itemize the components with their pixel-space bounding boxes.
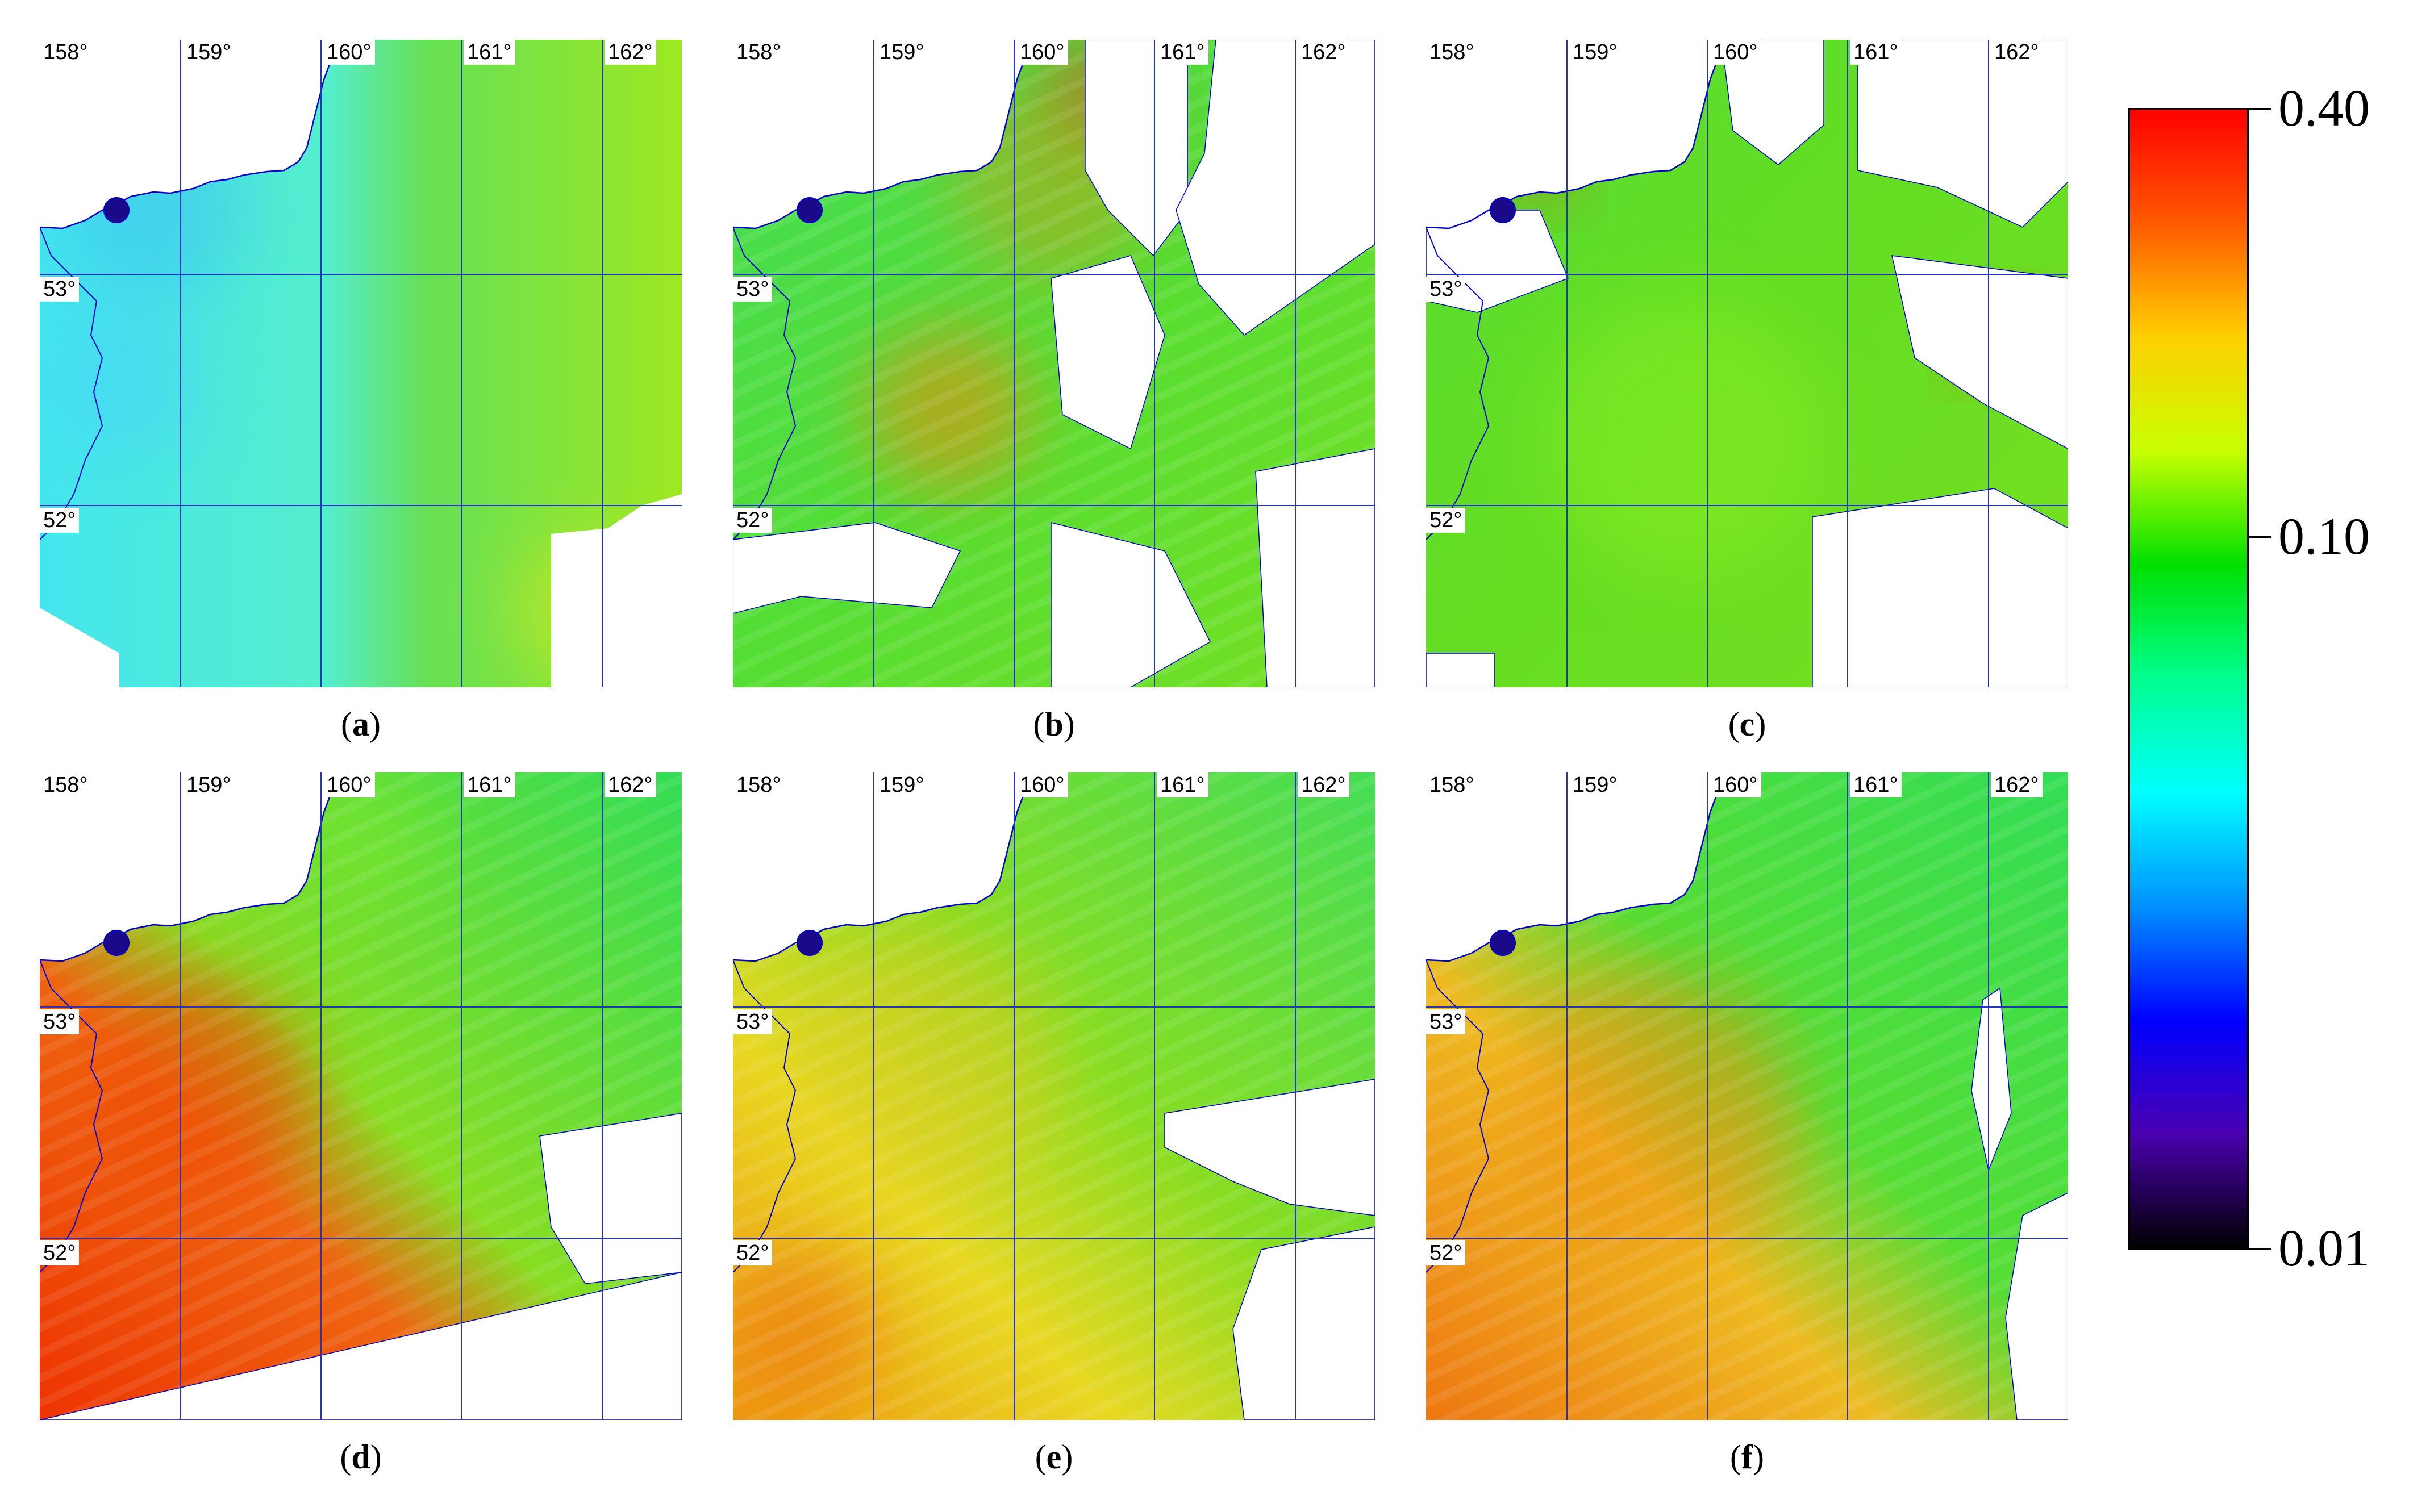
- longitude-label: 161°: [464, 40, 515, 65]
- cloud-gap: [1176, 40, 1375, 336]
- map-panel-f: 158° 159° 160° 161° 162° 53° 52°: [1426, 772, 2068, 1420]
- map-panel-b: 158° 159° 160° 161° 162° 53° 52°: [733, 40, 1375, 687]
- cloud-gap: [1721, 40, 1824, 165]
- latitude-label: 52°: [1426, 1240, 1466, 1265]
- map-d-svg: [40, 772, 682, 1420]
- longitude-label: 158°: [733, 772, 785, 797]
- cloud-gap: [1232, 1226, 1375, 1420]
- colorbar: [2128, 108, 2249, 1250]
- longitude-label: 161°: [1850, 40, 1902, 65]
- map-f-svg: [1426, 772, 2068, 1420]
- longitude-label: 162°: [1991, 772, 2043, 797]
- latitude-label: 53°: [40, 277, 80, 302]
- longitude-label: 158°: [733, 40, 785, 65]
- longitude-label: 162°: [1298, 40, 1349, 65]
- longitude-label: 162°: [1991, 40, 2043, 65]
- map-e-svg: [733, 772, 1375, 1420]
- latitude-label: 53°: [733, 277, 773, 302]
- colorbar-tick-bottom: [2249, 1248, 2271, 1250]
- latitude-label: 53°: [1426, 1009, 1466, 1034]
- cloud-gap: [1164, 1079, 1375, 1216]
- longitude-label: 159°: [876, 40, 928, 65]
- longitude-label: 162°: [605, 772, 656, 797]
- no-data-area: [551, 494, 682, 687]
- colorbar-label-min: 0.01: [2278, 1219, 2370, 1277]
- land-kamchatka: [40, 772, 341, 961]
- map-b-svg: [733, 40, 1375, 687]
- cloud-gap: [733, 522, 961, 614]
- cloud-gap: [1857, 40, 2068, 228]
- colorbar-label-max: 0.40: [2278, 79, 2370, 137]
- bay-marker: [1490, 197, 1516, 223]
- longitude-label: 160°: [1710, 40, 1761, 65]
- longitude-label: 158°: [1426, 772, 1478, 797]
- longitude-label: 161°: [464, 772, 515, 797]
- latitude-label: 52°: [40, 1240, 80, 1265]
- latitude-label: 52°: [733, 508, 773, 533]
- latitude-label: 53°: [40, 1009, 80, 1034]
- bay-marker: [103, 930, 130, 956]
- longitude-label: 162°: [605, 40, 656, 65]
- latitude-label: 52°: [1426, 508, 1466, 533]
- cloud-gap: [1812, 488, 2068, 687]
- chlorophyll-patch: [45, 301, 205, 460]
- land-kamchatka: [1426, 40, 1727, 228]
- cloud-gap: [1051, 255, 1165, 450]
- map-panel-d: 158° 159° 160° 161° 162° 53° 52°: [40, 772, 682, 1420]
- caption-f: (f): [1730, 1438, 1764, 1476]
- longitude-label: 160°: [1016, 40, 1068, 65]
- longitude-label: 159°: [183, 772, 235, 797]
- longitude-label: 158°: [40, 772, 91, 797]
- chlorophyll-patch: [1540, 295, 1824, 579]
- map-panel-a: 158° 159° 160° 161° 162° 53° 52°: [40, 40, 682, 687]
- caption-b: (b): [1033, 705, 1075, 743]
- land-kamchatka: [40, 40, 341, 228]
- land-kamchatka: [733, 40, 1034, 228]
- cloud-gap: [1426, 653, 1495, 687]
- no-data-area: [40, 608, 119, 687]
- map-panel-e: 158° 159° 160° 161° 162° 53° 52°: [733, 772, 1375, 1420]
- longitude-label: 160°: [323, 772, 375, 797]
- cloud-gap: [539, 1113, 682, 1284]
- land-kamchatka: [1426, 772, 1727, 961]
- longitude-label: 161°: [1157, 40, 1208, 65]
- longitude-label: 160°: [1710, 772, 1761, 797]
- cloud-gap: [1971, 987, 2012, 1172]
- longitude-label: 160°: [323, 40, 375, 65]
- latitude-label: 53°: [1426, 277, 1466, 302]
- latitude-label: 52°: [40, 508, 80, 533]
- cloud-gap: [1051, 522, 1211, 687]
- caption-a: (a): [341, 705, 381, 743]
- longitude-label: 158°: [40, 40, 91, 65]
- land-kamchatka: [733, 772, 1034, 961]
- longitude-label: 161°: [1850, 772, 1902, 797]
- caption-d: (d): [340, 1438, 382, 1476]
- latitude-label: 52°: [733, 1240, 773, 1265]
- longitude-label: 159°: [1569, 772, 1621, 797]
- longitude-label: 159°: [1569, 40, 1621, 65]
- colorbar-tick-top: [2249, 108, 2271, 110]
- longitude-label: 159°: [183, 40, 235, 65]
- map-panel-c: 158° 159° 160° 161° 162° 53° 52°: [1426, 40, 2068, 687]
- colorbar-tick-mid: [2249, 536, 2271, 538]
- bay-marker: [797, 930, 823, 956]
- cloud-gap: [2005, 1192, 2068, 1420]
- caption-c: (c): [1728, 705, 1766, 743]
- colorbar-label-mid: 0.10: [2278, 507, 2370, 565]
- longitude-label: 160°: [1016, 772, 1068, 797]
- bay-marker: [1490, 930, 1516, 956]
- map-c-svg: [1426, 40, 2068, 687]
- bay-marker: [797, 197, 823, 223]
- longitude-label: 159°: [876, 772, 928, 797]
- caption-e: (e): [1035, 1438, 1073, 1476]
- cloud-gap: [1255, 448, 1375, 687]
- bay-marker: [103, 197, 130, 223]
- longitude-label: 161°: [1157, 772, 1208, 797]
- longitude-label: 162°: [1298, 772, 1349, 797]
- map-a-svg: [40, 40, 682, 687]
- cloud-gap: [1085, 40, 1188, 257]
- longitude-label: 158°: [1426, 40, 1478, 65]
- latitude-label: 53°: [733, 1009, 773, 1034]
- cloud-gap: [40, 1272, 682, 1420]
